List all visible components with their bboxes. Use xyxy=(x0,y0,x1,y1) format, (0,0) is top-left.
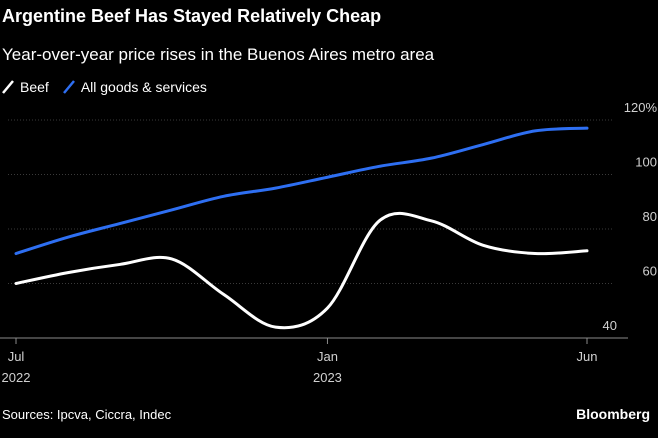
series-line-all-goods xyxy=(14,126,589,256)
y-tick-label: 120% xyxy=(624,100,658,115)
y-tick-label: 100 xyxy=(635,155,657,170)
legend: Beef All goods & services xyxy=(2,79,221,95)
source-note: Sources: Ipcva, Ciccra, Indec xyxy=(2,407,172,422)
brand-logo: Bloomberg xyxy=(576,406,650,422)
legend-swatch-beef xyxy=(2,80,14,94)
x-tick-label: Jul xyxy=(8,349,25,364)
legend-label-beef: Beef xyxy=(20,79,49,95)
x-tick-sublabel: 2023 xyxy=(313,370,342,385)
chart-subtitle: Year-over-year price rises in the Buenos… xyxy=(2,45,435,64)
y-tick-label: 60 xyxy=(643,264,657,279)
legend-item-all-goods: All goods & services xyxy=(62,79,207,95)
series-line-beef xyxy=(14,211,589,330)
y-tick-label: 80 xyxy=(643,209,657,224)
x-tick-sublabel: 2022 xyxy=(2,370,31,385)
x-tick-label: Jun xyxy=(577,349,598,364)
chart-title: Argentine Beef Has Stayed Relatively Che… xyxy=(2,6,382,26)
x-tick-label: Jan xyxy=(317,349,338,364)
y-tick-label: 40 xyxy=(603,318,617,333)
legend-swatch-all-goods xyxy=(62,80,75,94)
legend-item-beef: Beef xyxy=(2,79,49,95)
legend-label-all-goods: All goods & services xyxy=(80,79,207,95)
